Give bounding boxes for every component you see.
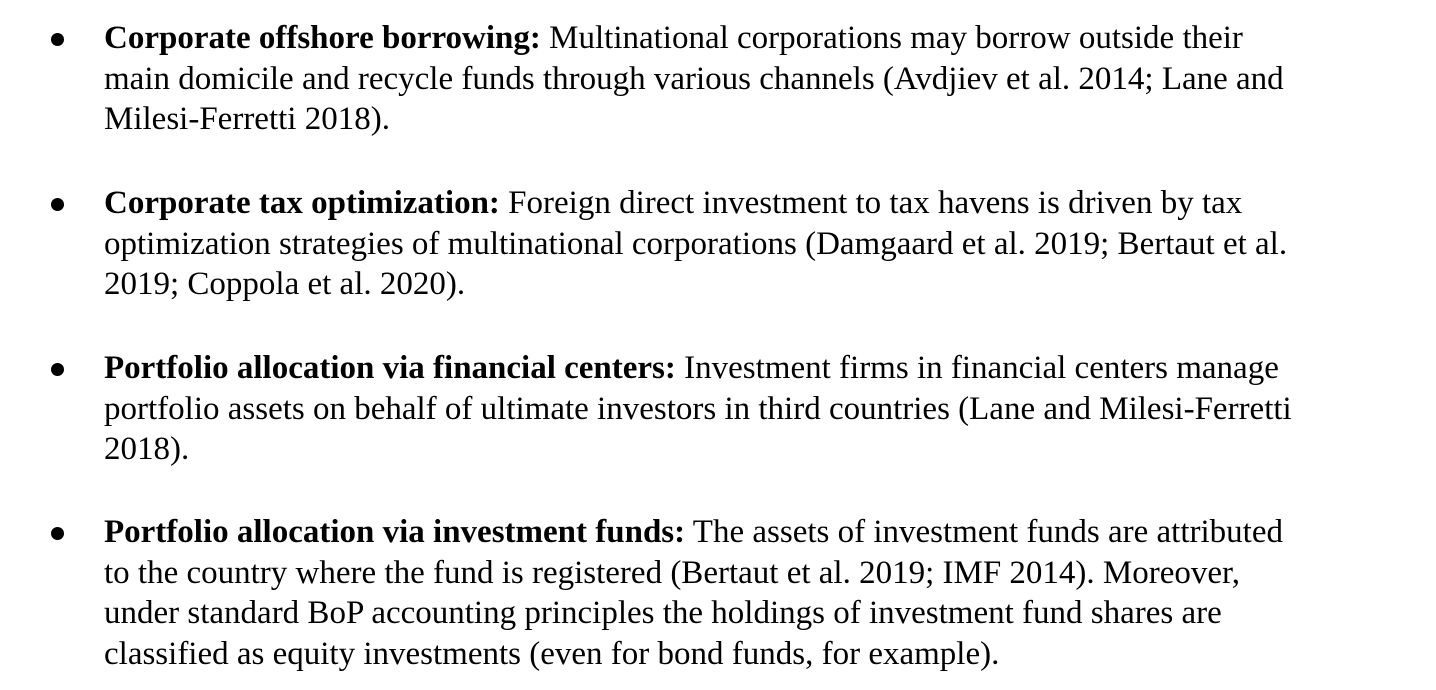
text-line: portfolio assets on behalf of ultimate i… [104,390,1292,427]
text-line: 2019; Coppola et al. 2020). [104,266,466,302]
text-line: Corporate offshore borrowing: Multinatio… [104,18,1394,59]
text-line: classified as equity investments (even f… [104,635,1000,672]
bullet-term: Portfolio allocation via financial cente… [104,350,676,386]
text-line: under standard BoP accounting principles… [104,595,1222,631]
text-line: Portfolio allocation via investment fund… [104,512,1394,553]
bullet-term: Corporate tax optimization: [104,185,500,221]
text-line: Corporate tax optimization: Foreign dire… [104,183,1394,224]
bullet-term: Corporate offshore borrowing: [104,20,541,56]
bullet-dot-icon [51,198,64,211]
text-line: optimization strategies of multinational… [104,225,1288,262]
text-line: 2018). [104,431,190,467]
bullet-text: Portfolio allocation via investment fund… [104,512,1394,674]
bullet-text: Corporate offshore borrowing: Multinatio… [104,18,1394,140]
text-line: Portfolio allocation via financial cente… [104,348,1394,389]
bullet-term: Portfolio allocation via investment fund… [104,514,686,550]
bullet-body: The assets of investment funds are attri… [685,514,1283,550]
bullet-body: Multinational corporations may borrow ou… [540,20,1243,56]
bullet-text: Portfolio allocation via financial cente… [104,348,1394,470]
bullet-dot-icon [51,33,64,46]
text-line: to the country where the fund is registe… [104,554,1240,591]
text-line: main domicile and recycle funds through … [104,60,1284,97]
bullet-dot-icon [51,363,64,376]
bullet-text: Corporate tax optimization: Foreign dire… [104,183,1394,305]
bullet-body: Investment firms in financial centers ma… [675,350,1279,386]
bullet-dot-icon [51,527,64,540]
bullet-body: Foreign direct investment to tax havens … [499,185,1243,221]
text-line: Milesi-Ferretti 2018). [104,101,390,137]
